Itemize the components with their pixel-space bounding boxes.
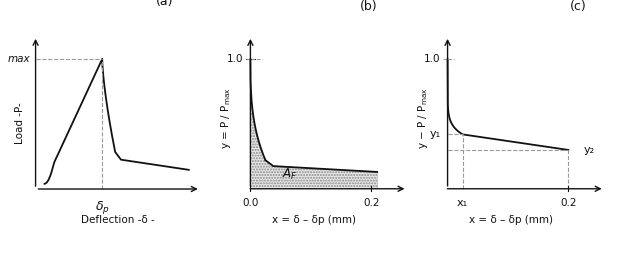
Text: y₁: y₁ [429, 130, 440, 139]
Text: 1.0: 1.0 [226, 54, 243, 64]
Text: (c): (c) [570, 0, 587, 13]
Text: x = δ – δp (mm): x = δ – δp (mm) [469, 215, 553, 225]
Text: x = δ – δp (mm): x = δ – δp (mm) [272, 215, 356, 225]
Text: y₂: y₂ [583, 145, 595, 155]
Text: 1.0: 1.0 [424, 54, 440, 64]
Text: max: max [8, 54, 31, 64]
Polygon shape [251, 59, 377, 189]
Text: Load -P-: Load -P- [15, 102, 25, 144]
Text: y = P / P$_{\rm max}$: y = P / P$_{\rm max}$ [219, 87, 233, 149]
Text: 0.0: 0.0 [242, 198, 259, 208]
Text: $A_F$: $A_F$ [282, 167, 298, 182]
Text: 0.2: 0.2 [363, 198, 380, 208]
Text: Deflection -δ -: Deflection -δ - [81, 215, 155, 225]
Text: (a): (a) [156, 0, 173, 8]
Text: 0.2: 0.2 [560, 198, 577, 208]
Text: y $-$ P / P$_{\rm max}$: y $-$ P / P$_{\rm max}$ [416, 87, 430, 149]
Text: x₁: x₁ [457, 198, 468, 208]
Text: (b): (b) [360, 0, 378, 13]
Text: $\delta_p$: $\delta_p$ [95, 199, 109, 216]
Polygon shape [251, 59, 377, 189]
